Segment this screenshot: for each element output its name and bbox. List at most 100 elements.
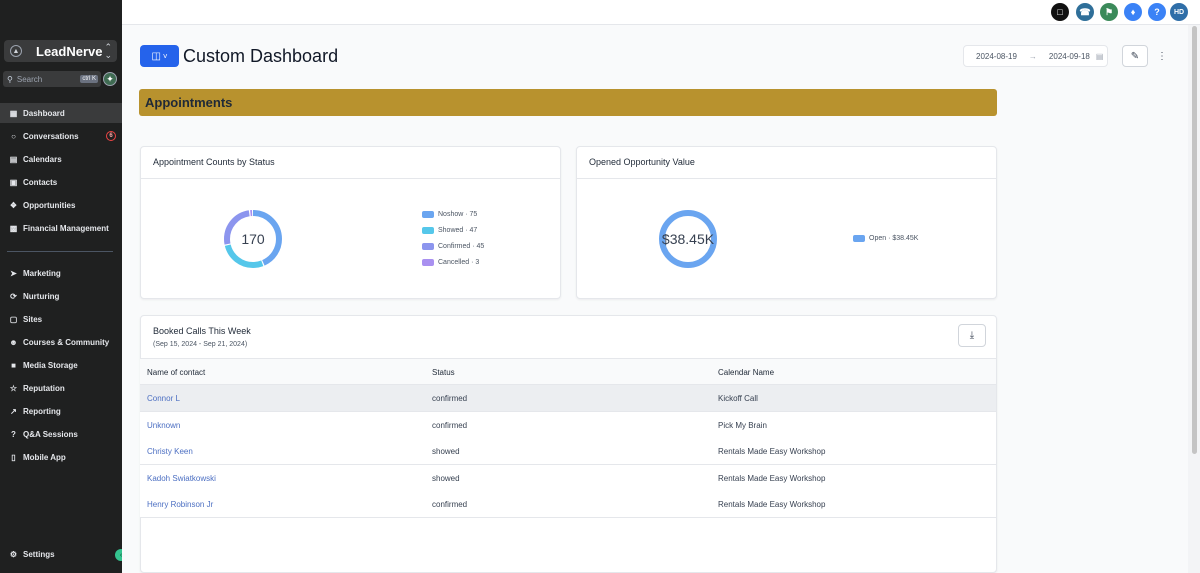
sidebar-item-courses-community[interactable]: ☻ Courses & Community	[0, 332, 122, 352]
dashboard-icon: ▦	[9, 108, 18, 118]
location-switcher[interactable]: ▲ LeadNerve ⌃ ⌄	[4, 40, 117, 62]
sidebar-item-settings[interactable]: ⚙ Settings	[0, 544, 122, 564]
user-avatar[interactable]: HD	[1170, 3, 1188, 21]
sidebar-item-label: Reputation	[23, 383, 65, 393]
sidebar-item-mobile-app[interactable]: ▯ Mobile App	[0, 447, 122, 467]
table-row[interactable]: Kadoh Swiatkowski showed Rentals Made Ea…	[140, 465, 996, 492]
sidebar-item-label: Marketing	[23, 268, 61, 278]
sidebar-item-conversations[interactable]: ○ Conversations 6	[0, 126, 122, 146]
sidebar-item-label: Sites	[23, 314, 43, 324]
legend-swatch	[422, 243, 434, 250]
sidebar-item-calendars[interactable]: ▤ Calendars	[0, 149, 122, 169]
contact-link[interactable]: Unknown	[147, 421, 181, 430]
legend-swatch	[422, 259, 434, 266]
sidebar-item-dashboard[interactable]: ▦ Dashboard	[0, 103, 122, 123]
contact-link[interactable]: Kadoh Swiatkowski	[147, 474, 216, 483]
send-icon: ➤	[10, 268, 17, 278]
kebab-menu-icon: ⋮	[1157, 50, 1167, 62]
finance-icon: ▩	[9, 223, 18, 233]
status-cell: confirmed	[432, 500, 468, 509]
contact-link[interactable]: Christy Keen	[147, 447, 193, 456]
table-row[interactable]: Henry Robinson Jr confirmed Rentals Made…	[140, 491, 996, 518]
dashboard-switcher-button[interactable]: ◫ ˅	[140, 45, 179, 67]
announcements-button[interactable]: ⚑	[1100, 3, 1118, 21]
download-button[interactable]: ⤓	[958, 324, 986, 347]
sidebar-item-label: Financial Management	[23, 223, 109, 233]
unread-badge: 6	[106, 131, 116, 141]
donut-slice-noshow[interactable]	[224, 210, 282, 268]
quick-action-button[interactable]: ✦	[103, 72, 117, 86]
sidebar-item-label: Q&A Sessions	[23, 429, 78, 439]
notifications-button[interactable]: ♦	[1124, 3, 1142, 21]
legend-item[interactable]: Showed · 47	[422, 227, 477, 234]
scrollbar-thumb[interactable]	[1192, 26, 1197, 454]
status-cell: showed	[432, 447, 460, 456]
brand-logo-icon: ▲	[10, 45, 22, 57]
sidebar-item-sites[interactable]: ▢ Sites	[0, 309, 122, 329]
sidebar-item-media-storage[interactable]: ■ Media Storage	[0, 355, 122, 375]
chat-icon: □	[1057, 7, 1063, 17]
column-header-calendar[interactable]: Calendar Name	[718, 368, 775, 377]
legend-item[interactable]: Cancelled · 3	[422, 259, 479, 266]
search-input[interactable]: ⚲ Search ctrl K	[3, 71, 101, 87]
sidebar-item-opportunities[interactable]: ❖ Opportunities	[0, 195, 122, 215]
chat-widget-button[interactable]: □	[1051, 3, 1069, 21]
help-button[interactable]: ?	[1148, 3, 1166, 21]
chevron-left-icon: ‹	[119, 551, 123, 559]
donut-slice-showed[interactable]	[224, 210, 282, 268]
lightning-icon: ✦	[106, 73, 114, 84]
search-placeholder: Search	[16, 74, 43, 84]
card-divider	[577, 178, 996, 179]
contact-link[interactable]: Henry Robinson Jr	[147, 500, 214, 509]
table-row[interactable]: Unknown confirmed Pick My Brain	[140, 412, 996, 439]
legend-label: Open · $38.45K	[869, 235, 919, 242]
legend-label: Confirmed · 45	[438, 243, 485, 250]
column-header-status[interactable]: Status	[432, 368, 455, 377]
brand-name: LeadNerve	[36, 43, 103, 59]
section-header: Appointments	[139, 89, 997, 116]
sidebar: ▲ LeadNerve ⌃ ⌄ ⚲ Search ctrl K ✦ ▦ Dashb…	[0, 0, 127, 573]
media-icon: ■	[11, 360, 16, 370]
table-row[interactable]: Connor L confirmed Kickoff Call	[140, 385, 996, 412]
sidebar-divider	[7, 251, 113, 252]
sidebar-item-qa-sessions[interactable]: ? Q&A Sessions	[0, 424, 122, 444]
legend-swatch	[422, 211, 434, 218]
sidebar-item-marketing[interactable]: ➤ Marketing	[0, 263, 122, 283]
donut-slice-open[interactable]	[659, 210, 717, 268]
legend-item[interactable]: Noshow · 75	[422, 211, 477, 218]
sidebar-item-nurturing[interactable]: ⟳ Nurturing	[0, 286, 122, 306]
opportunity-donut-chart	[659, 210, 717, 268]
card-subtitle: (Sep 15, 2024 - Sep 21, 2024)	[153, 341, 248, 348]
calendar-icon: ▤	[1095, 51, 1104, 61]
donut-slice-confirmed[interactable]	[224, 210, 282, 268]
table-row[interactable]: Christy Keen showed Rentals Made Easy Wo…	[140, 438, 996, 465]
download-icon: ⤓	[969, 330, 975, 341]
sidebar-item-label: Settings	[23, 549, 55, 559]
phone-icon: ☎	[1079, 6, 1091, 17]
sidebar-item-reporting[interactable]: ↗ Reporting	[0, 401, 122, 421]
legend-item[interactable]: Open · $38.45K	[853, 235, 918, 242]
more-options-button[interactable]: ⋮	[1156, 46, 1168, 66]
search-icon: ⚲	[7, 74, 13, 84]
section-title: Appointments	[145, 95, 233, 110]
trend-icon: ↗	[10, 406, 17, 416]
help-icon: ?	[1154, 7, 1160, 17]
date-end: 2024-09-18	[1048, 51, 1090, 61]
legend-swatch	[853, 235, 865, 242]
column-header-name[interactable]: Name of contact	[147, 368, 206, 377]
community-icon: ☻	[9, 337, 18, 347]
sidebar-item-contacts[interactable]: ▣ Contacts	[0, 172, 122, 192]
sidebar-item-reputation[interactable]: ☆ Reputation	[0, 378, 122, 398]
card-title: Opened Opportunity Value	[589, 157, 695, 167]
legend-label: Noshow · 75	[438, 211, 478, 218]
date-range-picker[interactable]: 2024-08-19 → 2024-09-18 ▤	[963, 45, 1108, 67]
contact-link[interactable]: Connor L	[147, 394, 180, 403]
phone-button[interactable]: ☎	[1076, 3, 1094, 21]
edit-dashboard-button[interactable]: ✎	[1122, 45, 1148, 67]
legend-item[interactable]: Confirmed · 45	[422, 243, 484, 250]
card-divider	[141, 178, 560, 179]
calendar-cell: Pick My Brain	[718, 421, 767, 430]
bell-icon: ♦	[1130, 7, 1136, 17]
sidebar-item-label: Courses & Community	[23, 337, 110, 347]
sidebar-item-financial-management[interactable]: ▩ Financial Management	[0, 218, 122, 238]
